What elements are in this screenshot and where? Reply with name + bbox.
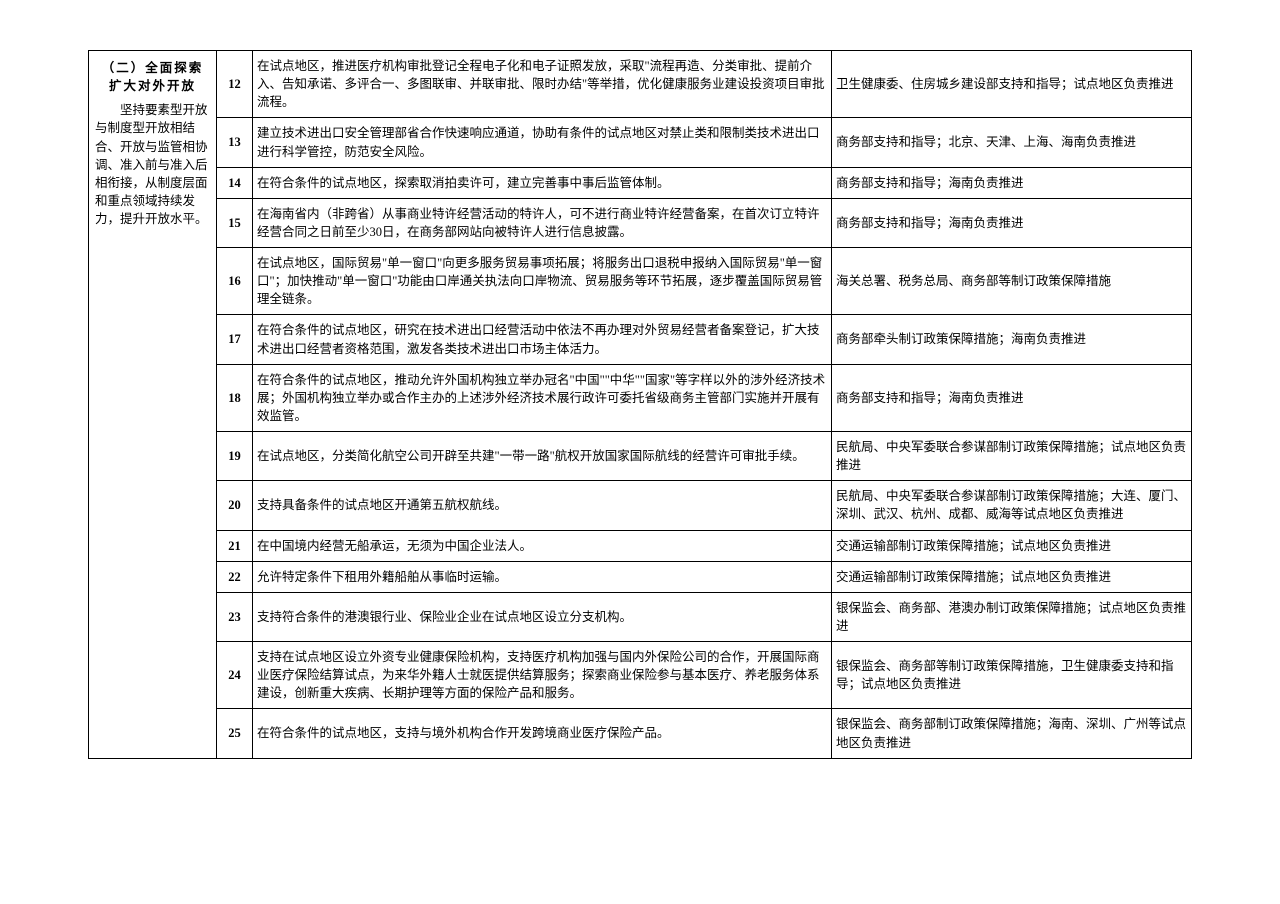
row-content: 支持在试点地区设立外资专业健康保险机构，支持医疗机构加强与国内外保险公司的合作，… [253,642,832,709]
row-num: 19 [217,432,253,481]
row-resp: 银保监会、商务部等制订政策保障措施，卫生健康委支持和指导；试点地区负责推进 [832,642,1192,709]
row-num: 14 [217,167,253,198]
row-num: 12 [217,51,253,118]
row-num: 20 [217,481,253,530]
row-resp: 商务部支持和指导；海南负责推进 [832,364,1192,431]
row-content: 支持符合条件的港澳银行业、保险业企业在试点地区设立分支机构。 [253,592,832,641]
table-row: 20 支持具备条件的试点地区开通第五航权航线。 民航局、中央军委联合参谋部制订政… [89,481,1192,530]
row-num: 16 [217,248,253,315]
section-body: 坚持要素型开放与制度型开放相结合、开放与监管相协调、准入前与准入后相衔接，从制度… [95,101,210,228]
table-row: 18 在符合条件的试点地区，推动允许外国机构独立举办冠名"中国""中华""国家"… [89,364,1192,431]
row-content: 在试点地区，国际贸易"单一窗口"向更多服务贸易事项拓展；将服务出口退税申报纳入国… [253,248,832,315]
row-content: 在海南省内（非跨省）从事商业特许经营活动的特许人，可不进行商业特许经营备案，在首… [253,198,832,247]
row-content: 在中国境内经营无船承运，无须为中国企业法人。 [253,530,832,561]
policy-table: （二）全面探索扩大对外开放 坚持要素型开放与制度型开放相结合、开放与监管相协调、… [88,50,1192,759]
row-num: 23 [217,592,253,641]
row-resp: 商务部牵头制订政策保障措施；海南负责推进 [832,315,1192,364]
row-content: 在试点地区，推进医疗机构审批登记全程电子化和电子证照发放，采取"流程再造、分类审… [253,51,832,118]
row-resp: 交通运输部制订政策保障措施；试点地区负责推进 [832,530,1192,561]
row-num: 22 [217,561,253,592]
row-content: 在试点地区，分类简化航空公司开辟至共建"一带一路"航权开放国家国际航线的经营许可… [253,432,832,481]
row-resp: 卫生健康委、住房城乡建设部支持和指导；试点地区负责推进 [832,51,1192,118]
table-row: 17 在符合条件的试点地区，研究在技术进出口经营活动中依法不再办理对外贸易经营者… [89,315,1192,364]
row-resp: 商务部支持和指导；北京、天津、上海、海南负责推进 [832,118,1192,167]
row-num: 17 [217,315,253,364]
table-row: 23 支持符合条件的港澳银行业、保险业企业在试点地区设立分支机构。 银保监会、商… [89,592,1192,641]
row-content: 支持具备条件的试点地区开通第五航权航线。 [253,481,832,530]
table-row: 24 支持在试点地区设立外资专业健康保险机构，支持医疗机构加强与国内外保险公司的… [89,642,1192,709]
table-row: 25 在符合条件的试点地区，支持与境外机构合作开发跨境商业医疗保险产品。 银保监… [89,709,1192,758]
row-num: 25 [217,709,253,758]
row-resp: 海关总署、税务总局、商务部等制订政策保障措施 [832,248,1192,315]
row-resp: 商务部支持和指导；海南负责推进 [832,198,1192,247]
row-resp: 交通运输部制订政策保障措施；试点地区负责推进 [832,561,1192,592]
row-content: 在符合条件的试点地区，推动允许外国机构独立举办冠名"中国""中华""国家"等字样… [253,364,832,431]
table-row: 21 在中国境内经营无船承运，无须为中国企业法人。 交通运输部制订政策保障措施；… [89,530,1192,561]
table-row: 15 在海南省内（非跨省）从事商业特许经营活动的特许人，可不进行商业特许经营备案… [89,198,1192,247]
row-content: 建立技术进出口安全管理部省合作快速响应通道，协助有条件的试点地区对禁止类和限制类… [253,118,832,167]
row-content: 在符合条件的试点地区，探索取消拍卖许可，建立完善事中事后监管体制。 [253,167,832,198]
row-resp: 民航局、中央军委联合参谋部制订政策保障措施；试点地区负责推进 [832,432,1192,481]
table-row: 19 在试点地区，分类简化航空公司开辟至共建"一带一路"航权开放国家国际航线的经… [89,432,1192,481]
table-row: 22 允许特定条件下租用外籍船舶从事临时运输。 交通运输部制订政策保障措施；试点… [89,561,1192,592]
section-title: （二）全面探索扩大对外开放 [95,59,210,95]
row-content: 在符合条件的试点地区，研究在技术进出口经营活动中依法不再办理对外贸易经营者备案登… [253,315,832,364]
row-resp: 银保监会、商务部、港澳办制订政策保障措施；试点地区负责推进 [832,592,1192,641]
table-row: 14 在符合条件的试点地区，探索取消拍卖许可，建立完善事中事后监管体制。 商务部… [89,167,1192,198]
row-num: 21 [217,530,253,561]
row-num: 24 [217,642,253,709]
table-body: （二）全面探索扩大对外开放 坚持要素型开放与制度型开放相结合、开放与监管相协调、… [89,51,1192,759]
row-resp: 商务部支持和指导；海南负责推进 [832,167,1192,198]
row-num: 13 [217,118,253,167]
row-num: 18 [217,364,253,431]
row-content: 在符合条件的试点地区，支持与境外机构合作开发跨境商业医疗保险产品。 [253,709,832,758]
section-cell: （二）全面探索扩大对外开放 坚持要素型开放与制度型开放相结合、开放与监管相协调、… [89,51,217,759]
table-row: 13 建立技术进出口安全管理部省合作快速响应通道，协助有条件的试点地区对禁止类和… [89,118,1192,167]
row-content: 允许特定条件下租用外籍船舶从事临时运输。 [253,561,832,592]
row-resp: 银保监会、商务部制订政策保障措施；海南、深圳、广州等试点地区负责推进 [832,709,1192,758]
row-resp: 民航局、中央军委联合参谋部制订政策保障措施；大连、厦门、深圳、武汉、杭州、成都、… [832,481,1192,530]
row-num: 15 [217,198,253,247]
table-row: （二）全面探索扩大对外开放 坚持要素型开放与制度型开放相结合、开放与监管相协调、… [89,51,1192,118]
table-row: 16 在试点地区，国际贸易"单一窗口"向更多服务贸易事项拓展；将服务出口退税申报… [89,248,1192,315]
